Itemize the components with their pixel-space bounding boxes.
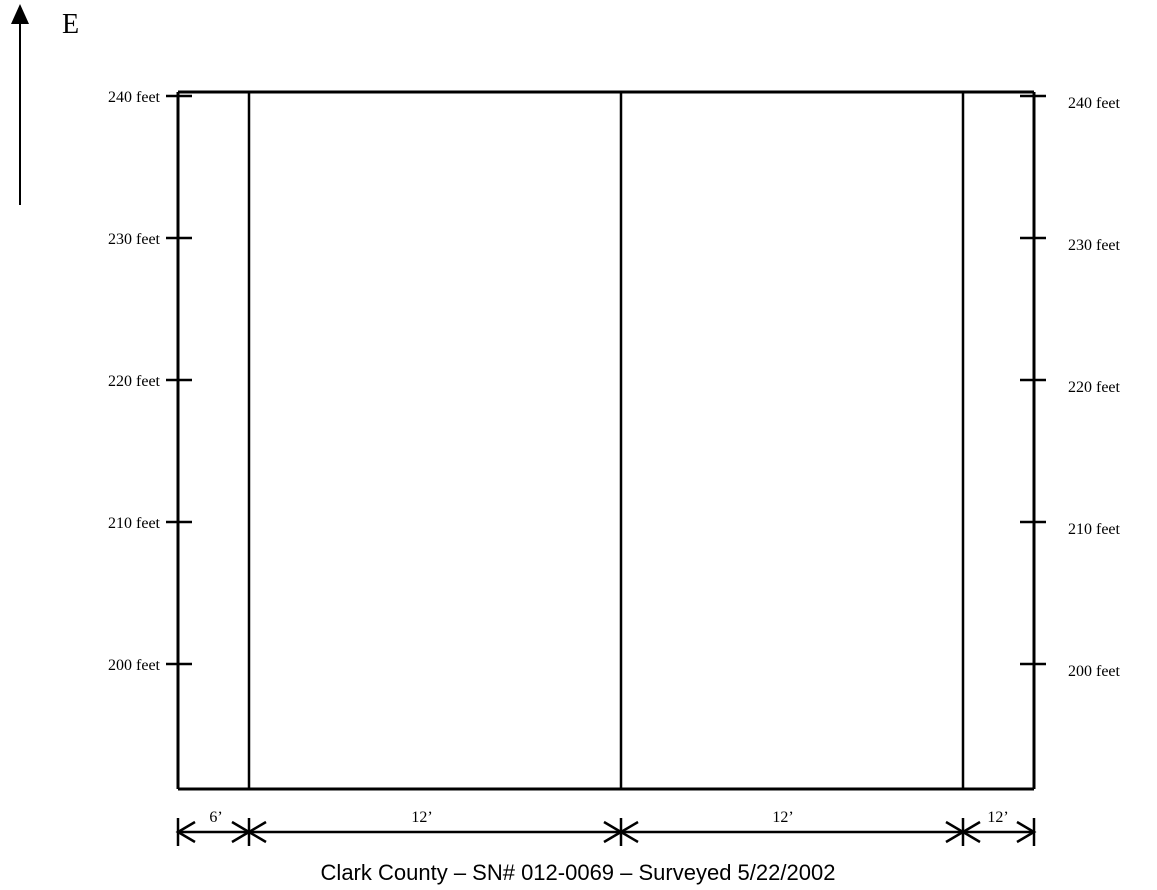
right-scale: 240 feet 230 feet 220 feet 210 feet 200 … [1020,94,1121,680]
left-tick-label: 200 feet [108,657,161,674]
right-tick-label: 230 feet [1068,237,1121,254]
arrowhead-icon [175,820,196,844]
left-tick-label: 210 feet [108,515,161,532]
lane-width-label: 12’ [987,809,1008,826]
right-tick-label: 210 feet [1068,521,1121,538]
right-tick-label: 220 feet [1068,379,1121,396]
survey-caption: Clark County – SN# 012-0069 – Surveyed 5… [321,860,836,885]
arrowhead-icon [618,820,639,844]
width-dimensions [175,818,1037,846]
left-tick-label: 230 feet [108,231,161,248]
left-tick-label: 220 feet [108,373,161,390]
lane-width-label: 6’ [209,809,222,826]
right-tick-label: 200 feet [1068,663,1121,680]
right-tick-label: 240 feet [1068,95,1121,112]
left-scale: 240 feet 230 feet 220 feet 210 feet 200 … [108,89,192,674]
road-frame [176,90,1036,791]
compass-direction-label: E [62,9,79,40]
lane-width-label: 12’ [411,809,432,826]
arrowhead-icon [246,820,267,844]
lane-dividers [247,92,965,789]
lane-width-label: 12’ [772,809,793,826]
width-labels: 6’ 12’ 12’ 12’ [209,809,1008,826]
left-tick-label: 240 feet [108,89,161,106]
compass: E [11,4,79,205]
arrowhead-icon [1016,820,1037,844]
compass-arrow-head-icon [11,4,29,24]
arrowhead-icon [960,820,981,844]
